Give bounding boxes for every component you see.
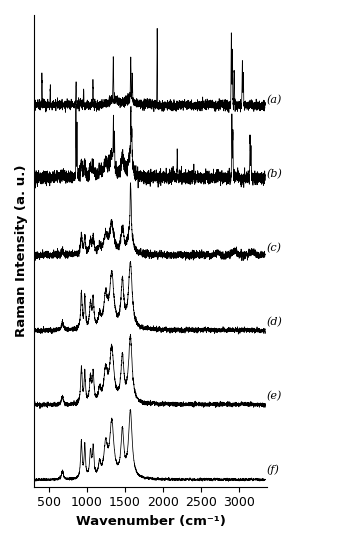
Text: (e): (e): [267, 390, 282, 401]
Text: (b): (b): [267, 169, 283, 179]
Text: (f): (f): [267, 464, 280, 475]
Text: (a): (a): [267, 95, 282, 105]
Text: (d): (d): [267, 317, 283, 327]
Text: (c): (c): [267, 243, 282, 253]
Y-axis label: Raman Intensity (a. u.): Raman Intensity (a. u.): [15, 165, 28, 337]
X-axis label: Wavenumber (cm⁻¹): Wavenumber (cm⁻¹): [76, 515, 225, 528]
